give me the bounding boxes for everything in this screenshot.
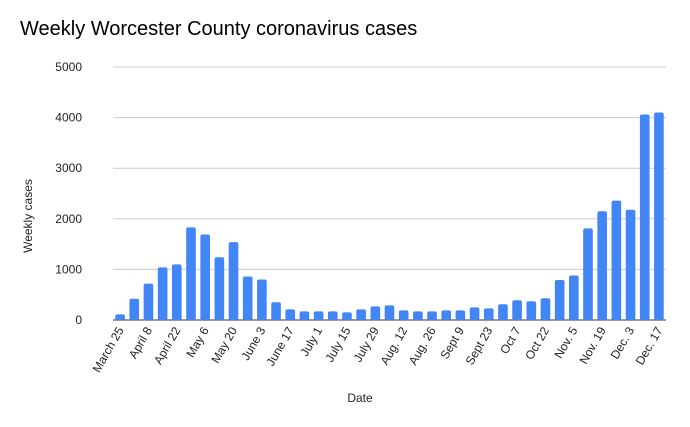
- bar: [371, 306, 381, 320]
- x-tick-label: June 17: [263, 324, 297, 368]
- bar: [356, 309, 366, 320]
- bars: [115, 113, 663, 320]
- x-tick-label: Nov. 19: [576, 324, 609, 366]
- x-tick-label: April 8: [126, 324, 155, 361]
- x-tick-label: May 20: [208, 324, 240, 365]
- gridlines: [113, 67, 666, 320]
- bar: [413, 311, 423, 320]
- bar: [257, 280, 267, 320]
- bar: [300, 311, 310, 320]
- bar: [640, 115, 650, 320]
- bar: [271, 302, 281, 320]
- x-tick-label: Sept 23: [463, 324, 496, 367]
- bar: [470, 307, 480, 320]
- bar: [612, 201, 622, 320]
- bar: [399, 310, 409, 320]
- bar: [541, 298, 551, 320]
- bar: [200, 234, 210, 320]
- bar: [526, 301, 536, 320]
- bar: [441, 310, 451, 320]
- bar: [285, 309, 295, 320]
- x-axis-label: Date: [320, 391, 400, 405]
- x-tick-label: June 3: [238, 324, 268, 362]
- bar: [172, 264, 182, 320]
- x-tick-label: Oct 22: [522, 324, 552, 362]
- bar: [158, 267, 168, 320]
- bar: [427, 311, 437, 320]
- y-tick-label: 0: [75, 313, 82, 327]
- bar: [569, 275, 579, 320]
- y-tick-label: 3000: [55, 161, 82, 175]
- bar: [626, 210, 636, 320]
- bar: [314, 311, 324, 320]
- x-tick-label: March 25: [90, 324, 127, 375]
- bar: [484, 308, 494, 320]
- bar: [129, 299, 139, 320]
- y-tick-label: 4000: [55, 111, 82, 125]
- bar: [456, 310, 466, 320]
- bar: [342, 312, 352, 320]
- bar: [555, 280, 565, 320]
- x-tick-label: July 29: [351, 324, 382, 364]
- x-tick-label: Dec. 17: [633, 324, 666, 367]
- x-tick-label: Aug. 26: [406, 324, 439, 367]
- bar: [186, 227, 196, 320]
- x-tick-label: Sept 9: [438, 324, 468, 361]
- x-tick-label: July 1: [297, 324, 325, 358]
- bar: [583, 228, 593, 320]
- y-tick-labels: 0 1000 2000 3000 4000 5000: [55, 60, 82, 327]
- bar: [597, 211, 607, 320]
- bar: [215, 257, 225, 320]
- bar: [115, 314, 125, 320]
- x-tick-label: May 6: [183, 324, 212, 360]
- y-tick-label: 1000: [55, 262, 82, 276]
- bar: [498, 304, 508, 320]
- x-tick-label: Dec. 3: [608, 324, 638, 361]
- bar: [385, 305, 395, 320]
- x-tick-label: April 22: [151, 324, 184, 367]
- bar: [512, 300, 522, 320]
- bar: [654, 113, 664, 320]
- y-tick-label: 2000: [55, 212, 82, 226]
- x-tick-label: July 15: [322, 324, 353, 364]
- x-tick-label: Oct 7: [497, 324, 524, 356]
- x-tick-label: Nov. 5: [551, 324, 580, 361]
- bar: [328, 311, 338, 320]
- bar: [243, 276, 253, 320]
- y-axis-label: Weekly cases: [21, 179, 35, 253]
- bar: [229, 242, 239, 320]
- y-tick-label: 5000: [55, 60, 82, 74]
- bar: [144, 284, 154, 320]
